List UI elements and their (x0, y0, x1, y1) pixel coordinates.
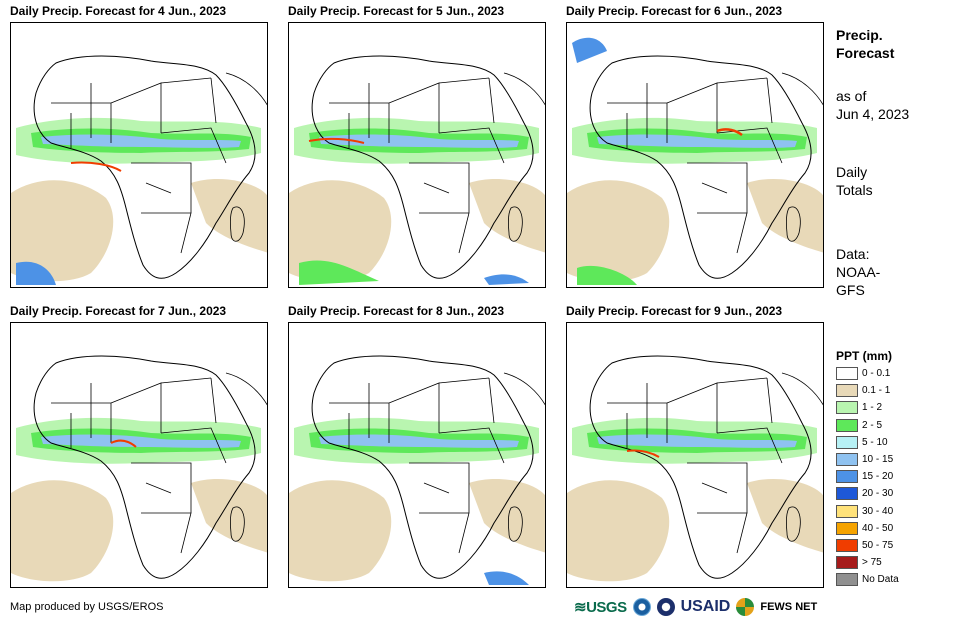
legend-item: No Data (836, 573, 956, 587)
legend-swatch (836, 453, 858, 466)
legend-label: 10 - 15 (862, 454, 894, 465)
precip-map (566, 22, 824, 288)
legend-label: 20 - 30 (862, 488, 894, 500)
legend-label: No Data (862, 574, 899, 586)
legend-label: 5 - 10 (862, 436, 888, 448)
precip-map (288, 22, 546, 288)
legend-item: 30 - 40 (836, 504, 956, 519)
legend-item: 0 - 0.1 (836, 367, 956, 381)
panel-title: Daily Precip. Forecast for 8 Jun., 2023 (288, 304, 505, 318)
legend-swatch (836, 418, 858, 432)
as-of-date: Jun 4, 2023 (836, 106, 910, 122)
legend-swatch (836, 384, 858, 398)
usaid-logo: USAID (680, 598, 731, 615)
legend-label: > 75 (862, 557, 882, 569)
legend-label: 30 - 40 (862, 505, 894, 517)
legend-item: 10 - 15 (836, 453, 956, 467)
legend-swatch (836, 504, 858, 518)
fewsnet-globe-icon (736, 598, 755, 616)
legend-item: 0.1 - 1 (836, 384, 956, 398)
panel-title: Daily Precip. Forecast for 5 Jun., 2023 (288, 4, 505, 18)
legend-item: 50 - 75 (836, 539, 956, 553)
precip-map (288, 322, 546, 588)
legend-item: 5 - 10 (836, 435, 956, 450)
legend-swatch (836, 470, 858, 484)
legend-label: 50 - 75 (862, 540, 894, 551)
legend-swatch (836, 487, 858, 501)
data-line2: NOAA- (836, 264, 881, 280)
panel-title: Daily Precip. Forecast for 6 Jun., 2023 (566, 4, 783, 18)
totals-line2: Totals (836, 182, 873, 198)
legend-swatch (836, 539, 858, 552)
totals-line1: Daily (836, 164, 868, 180)
legend-label: 40 - 50 (862, 522, 894, 534)
legend-item: 20 - 30 (836, 487, 956, 501)
data-line3: GFS (836, 282, 865, 298)
panel-title: Daily Precip. Forecast for 4 Jun., 2023 (10, 4, 227, 18)
legend-label: 2 - 5 (862, 419, 883, 431)
precip-map (10, 322, 268, 588)
legend-swatch (836, 367, 858, 380)
legend-item: 1 - 2 (836, 401, 956, 415)
data-line1: Data: (836, 246, 870, 262)
legend-swatch (836, 521, 858, 535)
legend-label: 15 - 20 (862, 471, 894, 483)
partner-logos: ≋USGS USAID FEWS NET (574, 596, 817, 618)
legend-label: 0 - 0.1 (862, 368, 891, 379)
legend-swatch (836, 556, 858, 570)
precip-map (10, 22, 268, 288)
noaa-logo-icon (632, 598, 651, 616)
legend-item: 2 - 5 (836, 418, 956, 433)
legend-title: PPT (mm) (836, 349, 893, 363)
legend-label: 1 - 2 (862, 402, 883, 414)
legend-label: 0.1 - 1 (862, 385, 891, 397)
legend-item: 40 - 50 (836, 521, 956, 536)
usaid-seal-icon (656, 598, 675, 616)
legend-swatch (836, 573, 858, 587)
precip-map (566, 322, 824, 588)
legend-item: 15 - 20 (836, 470, 956, 484)
sidebar-title-line1: Precip. (836, 27, 883, 43)
legend-swatch (836, 435, 858, 449)
fewsnet-logo: FEWS NET (760, 601, 818, 613)
map-credit: Map produced by USGS/EROS (10, 601, 164, 613)
panel-title: Daily Precip. Forecast for 7 Jun., 2023 (10, 304, 227, 318)
legend-item: > 75 (836, 556, 956, 570)
as-of-label: as of (836, 88, 867, 104)
usgs-logo: ≋USGS (574, 599, 627, 616)
sidebar-title-line2: Forecast (836, 45, 895, 61)
panel-title: Daily Precip. Forecast for 9 Jun., 2023 (566, 304, 783, 318)
legend-swatch (836, 401, 858, 415)
